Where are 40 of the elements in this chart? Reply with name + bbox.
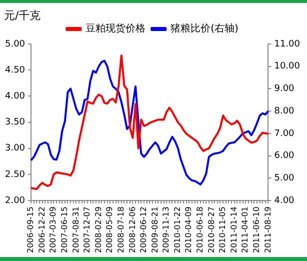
x-tick-label: 2008-05-09	[105, 206, 114, 254]
y2-tick-label: 10.00	[274, 62, 300, 72]
y-tick-label: 2.50	[4, 170, 26, 180]
x-tick-label: 2010-04-09	[184, 206, 194, 254]
y-tick-label: 5.00	[4, 39, 26, 50]
x-tick-label: 2009-11-13	[162, 206, 171, 254]
x-tick-label: 2007-12-07	[82, 206, 92, 254]
x-tick-label: 2011-04-01	[240, 206, 250, 254]
y2-tick-label: 4.00	[274, 196, 295, 206]
x-tick-label: 2008-12-06	[128, 206, 137, 254]
x-tick-label: 2010-01-22	[172, 206, 182, 254]
y2-tick-label: 9.00	[274, 84, 295, 94]
x-tick-label: 2011-01-14	[229, 206, 238, 254]
y-axis-title: 元/千克	[4, 8, 41, 22]
y-tick-label: 3.50	[4, 118, 26, 128]
x-tick-label: 2008-02-29	[94, 206, 103, 254]
x-tick-label: 2006-12-22	[37, 206, 46, 254]
legend-label: 豆粕现货价格	[86, 22, 146, 35]
x-tick-label: 2011-06-10	[252, 206, 262, 254]
y2-tick-label: 6.00	[274, 151, 295, 162]
x-tick-label: 2009-06-12	[139, 206, 148, 254]
y2-tick-label: 7.00	[274, 128, 295, 139]
x-tick-label: 2010-08-27	[206, 206, 216, 254]
y-tick-label: 4.00	[4, 92, 26, 102]
y-tick-label: 3.00	[4, 144, 26, 154]
x-tick-label: 2008-07-18	[116, 206, 126, 254]
legend-label: 猪粮比价(右轴)	[170, 22, 238, 35]
y-tick-label: 2.00	[4, 196, 26, 206]
x-tick-label: 2007-03-09	[48, 206, 58, 254]
x-tick-label: 2007-06-15	[60, 206, 69, 254]
x-tick-label: 2010-11-05	[218, 206, 228, 254]
y-tick-label: 4.50	[4, 65, 26, 76]
x-tick-label: 2007-08-31	[71, 206, 80, 254]
y2-tick-label: 11.00	[274, 39, 300, 50]
x-tick-label: 2011-08-19	[263, 206, 272, 254]
y2-tick-label: 8.00	[274, 106, 295, 116]
x-tick-label: 2010-06-18	[196, 206, 205, 254]
x-tick-label: 2009-08-21	[150, 206, 160, 254]
y2-tick-label: 5.00	[274, 173, 295, 184]
x-tick-label: 2006-09-15	[26, 206, 36, 254]
